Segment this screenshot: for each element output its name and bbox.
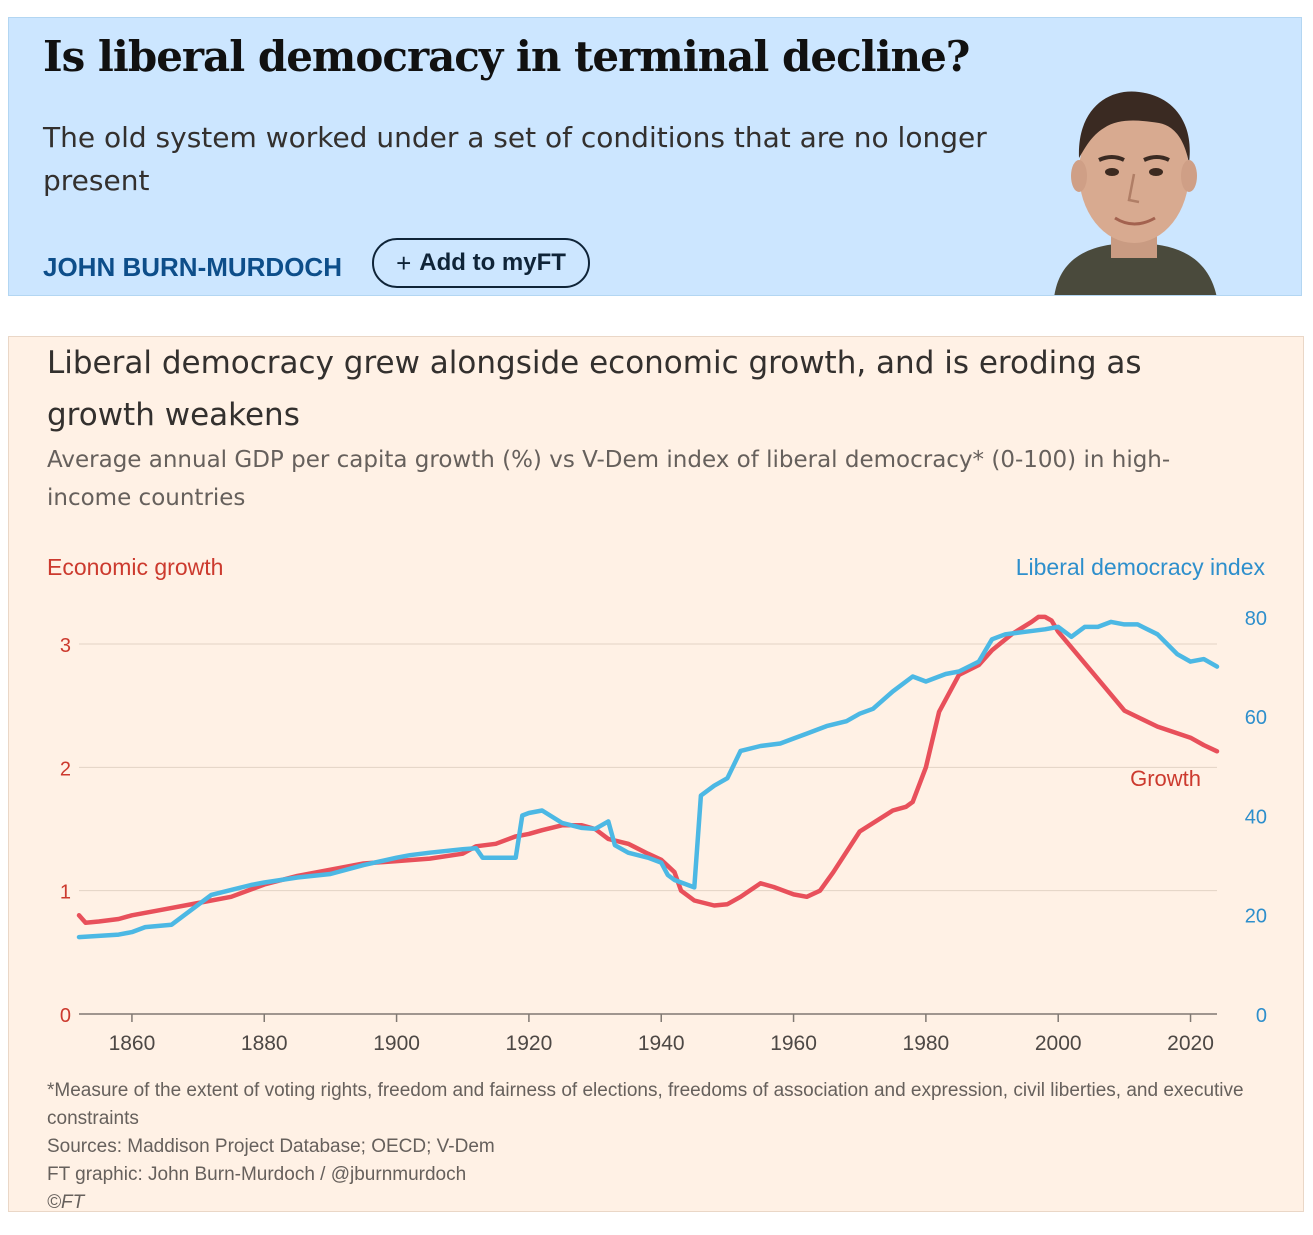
growth-series-label: Growth <box>1130 766 1201 791</box>
x-tick-label: 1880 <box>241 1032 288 1055</box>
author-avatar <box>1054 91 1217 295</box>
line-chart: 0 1 2 3 0 20 40 60 80 1860 1880 1900 1920 1940 1960 198… <box>60 608 1267 1055</box>
author-link[interactable]: JOHN BURN-MURDOCH <box>43 252 342 282</box>
article-headline[interactable]: Is liberal democracy in terminal decline… <box>43 32 970 81</box>
x-tick-label: 1860 <box>109 1032 156 1055</box>
footnote: *Measure of the extent of voting rights,… <box>47 1080 1244 1129</box>
add-to-myft-label: Add to myFT <box>419 249 566 276</box>
chart-card: Liberal democracy grew alongside economi… <box>8 336 1304 1213</box>
x-tick-label: 1980 <box>903 1032 950 1055</box>
chart-title: Liberal democracy grew alongside economi… <box>47 345 1142 433</box>
y-right-tick-label: 60 <box>1245 707 1267 729</box>
y-left-tick-label: 3 <box>60 635 71 657</box>
graphic-credit: FT graphic: John Burn-Murdoch / @jburnmu… <box>47 1164 467 1185</box>
x-tick-label: 1920 <box>506 1032 553 1055</box>
add-to-myft-button[interactable]: + Add to myFT <box>372 238 590 288</box>
x-tick-label: 1940 <box>638 1032 685 1055</box>
article-header: Is liberal democracy in terminal decline… <box>8 17 1302 296</box>
article-standfirst: The old system worked under a set of con… <box>43 121 987 197</box>
y-left-tick-label: 0 <box>60 1005 71 1027</box>
y-right-tick-label: 40 <box>1245 806 1267 828</box>
x-tick-label: 1960 <box>770 1032 817 1055</box>
y-left-tick-label: 1 <box>60 882 71 904</box>
y-right-tick-label: 20 <box>1245 906 1267 928</box>
sources-note: Sources: Maddison Project Database; OECD… <box>47 1136 495 1157</box>
copyright: ©FT <box>47 1192 85 1213</box>
right-axis-title: Liberal democracy index <box>1015 554 1265 580</box>
y-right-tick-label: 80 <box>1245 608 1267 630</box>
y-left-tick-label: 2 <box>60 758 71 780</box>
democracy-line <box>76 619 1220 940</box>
y-right-tick-label: 0 <box>1256 1005 1267 1027</box>
plus-icon: + <box>396 247 412 278</box>
chart-footer: *Measure of the extent of voting rights,… <box>47 1077 1277 1217</box>
x-tick-label: 2000 <box>1035 1032 1082 1055</box>
left-axis-title: Economic growth <box>47 554 224 580</box>
x-tick-label: 2020 <box>1167 1032 1214 1055</box>
x-tick-label: 1900 <box>373 1032 420 1055</box>
growth-line <box>76 614 1220 925</box>
chart-subtitle: Average annual GDP per capita growth (%)… <box>47 447 1171 511</box>
